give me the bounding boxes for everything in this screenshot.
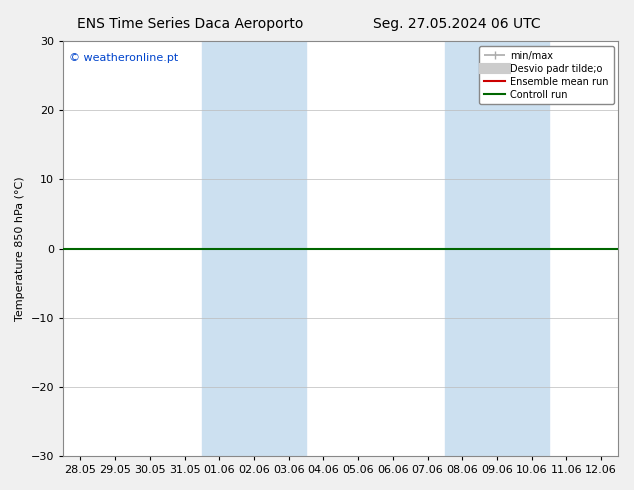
Text: Seg. 27.05.2024 06 UTC: Seg. 27.05.2024 06 UTC bbox=[373, 17, 540, 31]
Bar bbox=[202, 41, 306, 456]
Text: ENS Time Series Daca Aeroporto: ENS Time Series Daca Aeroporto bbox=[77, 17, 304, 31]
Text: © weatheronline.pt: © weatheronline.pt bbox=[68, 53, 178, 64]
Legend: min/max, Desvio padr tilde;o, Ensemble mean run, Controll run: min/max, Desvio padr tilde;o, Ensemble m… bbox=[479, 46, 614, 104]
Y-axis label: Temperature 850 hPa (°C): Temperature 850 hPa (°C) bbox=[15, 176, 25, 321]
Bar bbox=[445, 41, 549, 456]
